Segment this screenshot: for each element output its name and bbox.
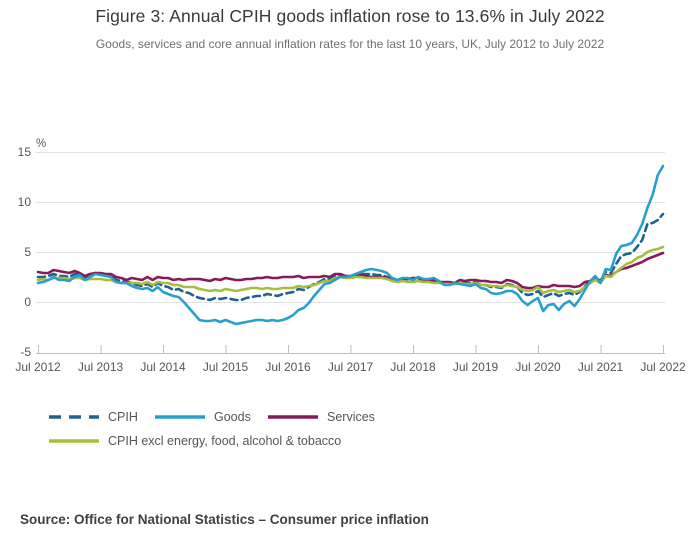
legend-label-cpih-excl: CPIH excl energy, food, alcohol & tobacc… — [108, 434, 342, 448]
x-tick-label: Jul 2022 — [640, 360, 686, 374]
x-tick-label: Jul 2021 — [578, 360, 624, 374]
figure-subtitle: Goods, services and core annual inflatio… — [95, 37, 605, 51]
y-tick-label: 0 — [24, 295, 31, 309]
legend-item-goods[interactable]: Goods — [154, 407, 251, 427]
cpih-excl-line-swatch — [49, 439, 99, 443]
x-tick-label: Jul 2014 — [140, 360, 186, 374]
legend-item-cpih-excl[interactable]: CPIH excl energy, food, alcohol & tobacc… — [48, 431, 341, 451]
y-tick-label: -5 — [20, 345, 31, 359]
x-tick-label: Jul 2017 — [328, 360, 374, 374]
y-tick-label: 5 — [24, 245, 31, 259]
y-axis-unit-label: % — [36, 138, 46, 150]
source-line: Source: Office for National Statistics –… — [20, 512, 429, 527]
legend-item-services[interactable]: Services — [267, 407, 375, 427]
x-tick-label: Jul 2012 — [15, 360, 61, 374]
goods-series-line — [36, 164, 665, 326]
cpih-dashed-line-swatch — [49, 415, 99, 419]
legend-label-services: Services — [327, 410, 375, 424]
x-tick-label: Jul 2015 — [203, 360, 249, 374]
legend-item-cpih[interactable]: CPIH — [48, 407, 138, 427]
line-chart: 15 10 5 0 -5% Jul 2012 Jul 2013 Jul 2014 Jul 201… — [15, 138, 686, 374]
x-tick-label: Jul 2018 — [390, 360, 436, 374]
chart-legend: CPIH Goods Services CPIH excl energy, fo… — [0, 406, 700, 458]
services-line-swatch — [268, 415, 318, 419]
y-tick-label: 10 — [18, 195, 32, 209]
y-tick-label: 15 — [18, 145, 32, 159]
goods-line-swatch — [155, 415, 205, 419]
legend-label-goods: Goods — [214, 410, 251, 424]
legend-label-cpih: CPIH — [108, 410, 138, 424]
x-tick-label: Jul 2016 — [265, 360, 311, 374]
x-tick-label: Jul 2013 — [78, 360, 124, 374]
figure-title: Figure 3: Annual CPIH goods inflation ro… — [95, 6, 605, 26]
cpih-excl-energy-food-alcohol-tobacco-series-line — [36, 245, 665, 295]
x-tick-label: Jul 2020 — [515, 360, 561, 374]
x-tick-label: Jul 2019 — [453, 360, 499, 374]
